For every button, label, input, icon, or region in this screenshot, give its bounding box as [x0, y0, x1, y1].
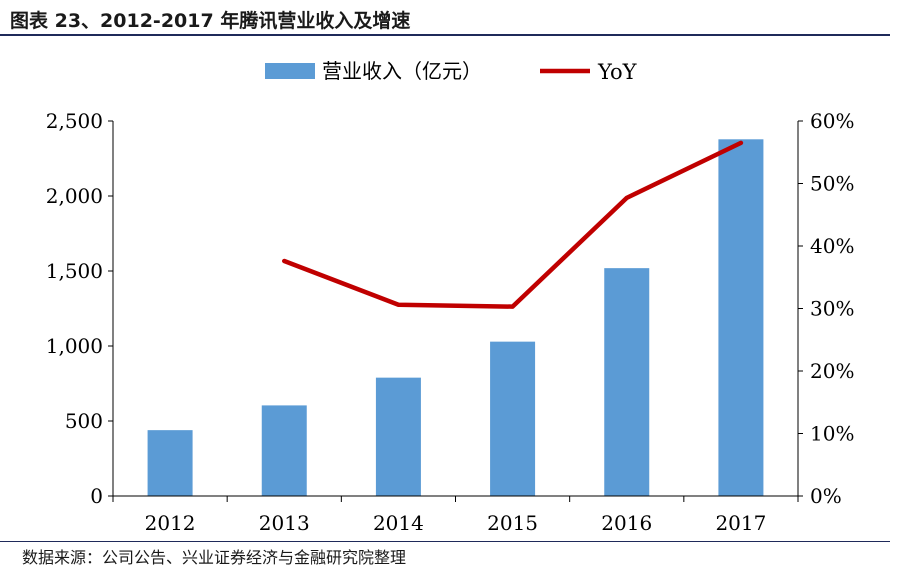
source-note: 数据来源：公司公告、兴业证券经济与金融研究院整理 [22, 548, 407, 567]
y-left-tick-label: 0 [90, 484, 103, 508]
x-tick-label: 2013 [259, 511, 310, 535]
y-left-tick-label: 1,500 [46, 259, 103, 283]
yoy-line [282, 140, 744, 309]
y-left-tick-label: 1,000 [46, 334, 103, 358]
bar-2014 [375, 377, 421, 496]
x-tick-label: 2016 [601, 511, 652, 535]
combo-chart: 0 500 1,000 1,500 2,000 2,500 0% 10% 20% 30% 40% 50… [46, 59, 855, 535]
x-tick-label: 2017 [715, 511, 766, 535]
bar-2012 [147, 430, 193, 496]
legend-swatch-revenue [265, 63, 315, 79]
bar-2016 [604, 268, 650, 496]
x-tick-label: 2014 [373, 511, 424, 535]
y-right-tick-label: 40% [810, 234, 854, 258]
x-tick-label: 2015 [487, 511, 538, 535]
y-right-tick-label: 0% [810, 484, 842, 508]
y-right-tick-label: 50% [810, 172, 854, 196]
y-left-tick-label: 2,500 [46, 109, 103, 133]
legend-label-yoy: YoY [597, 60, 638, 84]
legend-label-revenue: 营业收入（亿元） [322, 59, 482, 83]
y-left-tick-label: 2,000 [46, 184, 103, 208]
source-divider [0, 541, 890, 542]
y-right-tick-label: 60% [810, 109, 854, 133]
x-tick-label: 2012 [145, 511, 196, 535]
y-right-tick-label: 10% [810, 422, 854, 446]
figure-title: 图表 23、2012-2017 年腾讯营业收入及增速 [10, 10, 411, 32]
title-divider [0, 34, 890, 36]
y-left-tick-label: 500 [65, 409, 103, 433]
bar-2013 [261, 405, 307, 496]
y-right-tick-label: 30% [810, 297, 854, 321]
y-right-tick-label: 20% [810, 359, 854, 383]
bar-2017 [718, 139, 764, 497]
bar-2015 [490, 341, 536, 496]
